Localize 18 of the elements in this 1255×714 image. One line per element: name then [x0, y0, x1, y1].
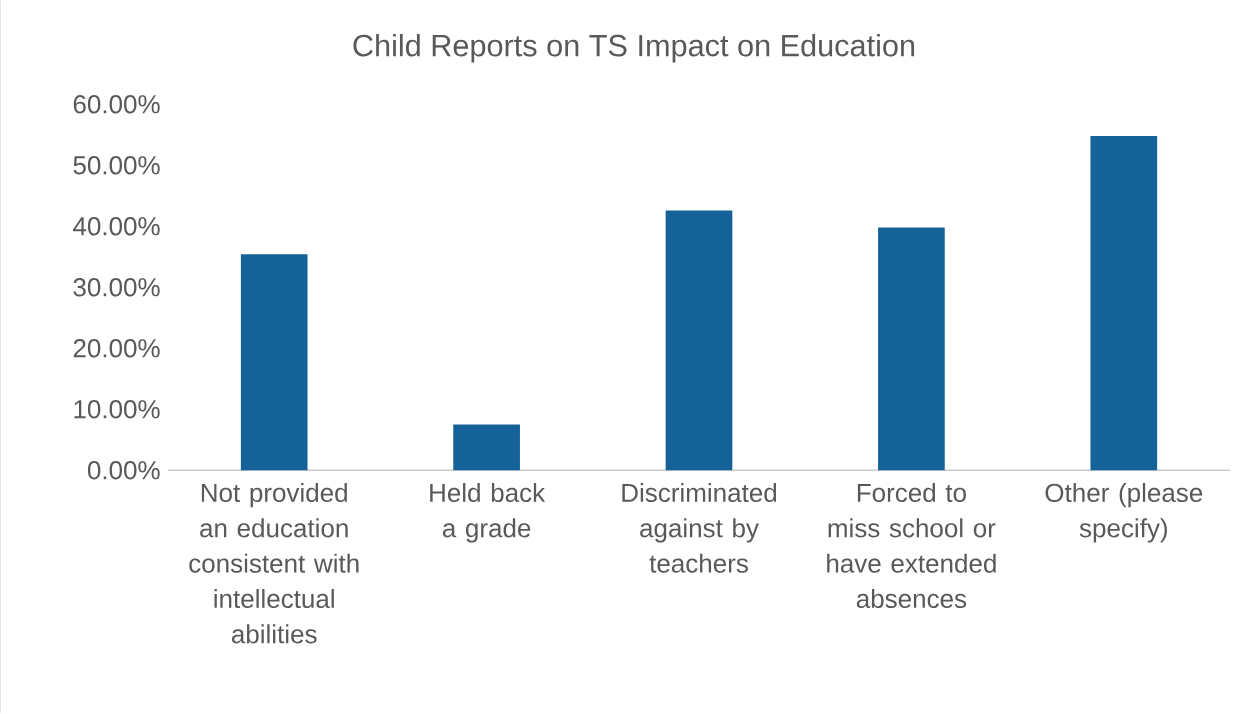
- x-tick-label: Not provided an education consistent with intellectual abilities: [189, 483, 359, 644]
- bar: [878, 227, 945, 471]
- y-tick-label: 40.00%: [73, 217, 160, 236]
- y-tick-label: 0.00%: [87, 461, 160, 480]
- y-tick-label: 60.00%: [73, 95, 160, 114]
- x-tick-label: Other (please specify): [1045, 483, 1203, 543]
- bar: [1090, 136, 1158, 471]
- y-tick-label: 50.00%: [73, 156, 160, 175]
- x-tick-label: Forced to miss school or have extended absences: [827, 483, 996, 609]
- y-tick-label: 20.00%: [73, 339, 160, 358]
- x-tick-label: Discriminated against by teachers: [622, 483, 777, 573]
- bar: [240, 254, 308, 471]
- chart-title: Child Reports on TS Impact on Education: [353, 34, 915, 63]
- bar: [665, 210, 733, 471]
- y-tick-label: 30.00%: [73, 278, 160, 297]
- y-tick-label: 10.00%: [74, 400, 160, 419]
- bar: [453, 424, 520, 471]
- x-tick-label: Held back a grade: [430, 483, 546, 543]
